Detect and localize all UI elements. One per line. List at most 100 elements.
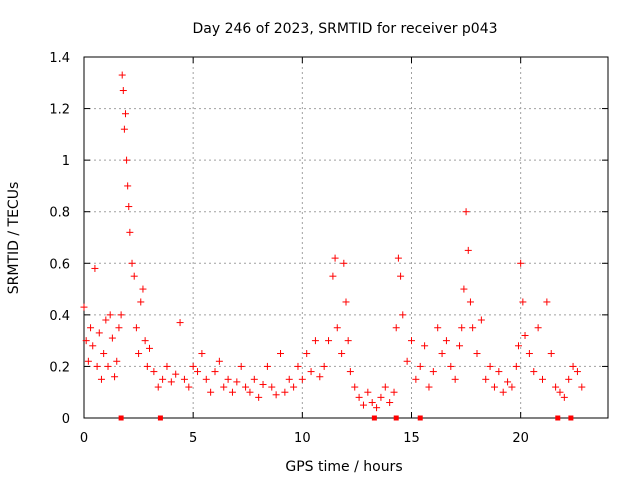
data-point [373, 404, 381, 412]
zero-marker [568, 415, 574, 421]
data-point [573, 368, 581, 376]
data-point [237, 362, 245, 370]
y-tick-label: 0 [62, 412, 70, 427]
y-tick-label: 1.4 [49, 51, 70, 66]
y-tick-label: 1 [62, 154, 70, 169]
data-point [97, 375, 105, 383]
data-point [512, 362, 520, 370]
data-point [504, 378, 512, 386]
data-point [477, 316, 485, 324]
x-tick-label: 15 [403, 431, 420, 446]
data-point [215, 357, 223, 365]
x-tick-label: 0 [80, 431, 88, 446]
data-point [233, 378, 241, 386]
x-axis-title: GPS time / hours [285, 459, 402, 475]
data-point [525, 350, 533, 358]
data-point [514, 342, 522, 350]
zero-marker [555, 415, 561, 421]
data-point [121, 110, 129, 118]
data-point [469, 324, 477, 332]
data-point [311, 337, 319, 345]
data-point [466, 298, 474, 306]
data-point [342, 298, 350, 306]
data-point [207, 388, 215, 396]
data-point [95, 329, 103, 337]
data-point [117, 311, 125, 319]
data-point [565, 375, 573, 383]
data-point [137, 298, 145, 306]
data-point [132, 324, 140, 332]
data-point [462, 208, 470, 216]
data-point [104, 362, 112, 370]
data-point [272, 391, 280, 399]
data-point [141, 337, 149, 345]
data-point [473, 350, 481, 358]
data-point [390, 388, 398, 396]
data-point [294, 362, 302, 370]
data-point [429, 368, 437, 376]
data-point [495, 368, 503, 376]
data-point [355, 393, 363, 401]
data-point [228, 388, 236, 396]
data-point [519, 298, 527, 306]
data-point [456, 342, 464, 350]
data-point [368, 399, 376, 407]
data-point [89, 342, 97, 350]
data-point [508, 383, 516, 391]
data-point [150, 368, 158, 376]
x-tick-label: 5 [189, 431, 197, 446]
data-point [159, 375, 167, 383]
data-point [451, 375, 459, 383]
data-point [530, 368, 538, 376]
data-point [434, 324, 442, 332]
data-point [290, 383, 298, 391]
zero-marker [157, 415, 163, 421]
data-point [408, 337, 415, 345]
data-point [102, 316, 110, 324]
data-point [329, 272, 337, 280]
data-point [344, 337, 352, 345]
data-point [331, 254, 339, 262]
data-point [146, 344, 153, 352]
data-point [460, 285, 468, 293]
y-tick-label: 0.4 [49, 309, 70, 324]
y-axis-title: SRMTID / TECUs [6, 182, 22, 295]
data-point [126, 228, 134, 236]
data-point [113, 357, 121, 365]
data-point [359, 401, 367, 409]
data-point [139, 285, 147, 293]
plot-frame [83, 56, 609, 419]
data-point [185, 383, 193, 391]
data-point [399, 311, 407, 319]
data-point [120, 125, 128, 133]
data-point [259, 380, 267, 388]
data-point [285, 375, 293, 383]
zero-marker [371, 415, 377, 421]
data-point [242, 383, 250, 391]
x-tick-label: 10 [294, 431, 311, 446]
data-point [552, 383, 560, 391]
data-point [250, 375, 258, 383]
data-point [198, 350, 206, 358]
data-point [539, 375, 546, 383]
data-point [82, 337, 90, 345]
data-point [458, 324, 466, 332]
data-point [194, 368, 202, 376]
data-point [303, 350, 311, 358]
data-point [442, 337, 450, 345]
data-point [394, 254, 402, 262]
chart-title: Day 246 of 2023, SRMTID for receiver p04… [192, 21, 497, 37]
zero-marker [417, 415, 423, 421]
data-point [556, 388, 564, 396]
data-point [346, 368, 354, 376]
data-point [167, 378, 175, 386]
data-point [124, 182, 132, 190]
data-point [381, 383, 389, 391]
data-point [123, 156, 131, 164]
y-tick-label: 0.8 [49, 206, 70, 221]
data-point [307, 368, 315, 376]
data-point [202, 375, 210, 383]
data-point [397, 272, 405, 280]
data-point [447, 362, 455, 370]
data-point [298, 375, 306, 383]
